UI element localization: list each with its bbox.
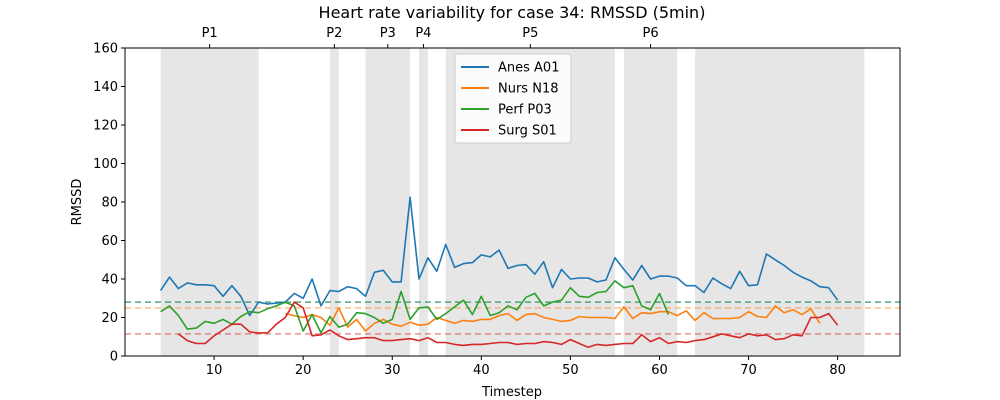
x-tick-label: 20	[295, 363, 312, 378]
phase-region	[365, 48, 411, 356]
legend-label: Perf P03	[498, 103, 552, 118]
series-line	[160, 280, 670, 334]
x-tick-label: 50	[562, 363, 579, 378]
y-tick-label: 80	[101, 196, 118, 211]
x-axis: 10 20 30 40 50 60 70 80	[206, 356, 846, 378]
phase-label: P5	[522, 26, 538, 41]
legend-label: Nurs N18	[498, 82, 558, 97]
legend-label: Anes A01	[498, 61, 559, 76]
y-tick-label: 120	[93, 119, 118, 134]
x-tick-label: 60	[651, 363, 668, 378]
x-axis-label: Timestep	[481, 385, 542, 400]
phase-label: P1	[202, 26, 218, 41]
phase-region	[160, 48, 259, 356]
phase-region	[623, 48, 678, 356]
phase-label: P2	[326, 26, 342, 41]
phase-label: P6	[643, 26, 659, 41]
series-line	[285, 305, 821, 332]
y-axis-label: RMSSD	[70, 179, 85, 226]
x-tick-label: 40	[473, 363, 490, 378]
phase-region	[695, 48, 811, 356]
phase-label: P4	[415, 26, 431, 41]
phase-region	[418, 48, 428, 356]
y-axis: 0 20 40 60 80 100 120 140 160	[93, 42, 125, 365]
y-tick-label: 40	[101, 273, 118, 288]
y-tick-label: 140	[93, 80, 118, 95]
y-tick-label: 0	[110, 350, 118, 365]
x-tick-label: 10	[206, 363, 223, 378]
series-line	[159, 196, 839, 317]
chart-title: Heart rate variability for case 34: RMSS…	[319, 3, 706, 22]
y-tick-label: 100	[93, 157, 118, 172]
legend-label: Surg S01	[498, 124, 557, 139]
y-tick-label: 60	[101, 234, 118, 249]
y-tick-label: 20	[101, 311, 118, 326]
series-line	[177, 301, 839, 349]
legend: Anes A01 Nurs N18 Perf P03 Surg S01	[454, 53, 572, 144]
phase-region	[810, 48, 865, 356]
x-tick-label: 30	[384, 363, 401, 378]
series-lines	[159, 196, 839, 349]
phase-region	[329, 48, 339, 356]
baseline-lines	[125, 301, 900, 335]
x-tick-label: 80	[829, 363, 846, 378]
legend-box	[454, 53, 572, 144]
x-tick-label: 70	[740, 363, 757, 378]
phase-label: P3	[380, 26, 396, 41]
y-tick-label: 160	[93, 42, 118, 57]
